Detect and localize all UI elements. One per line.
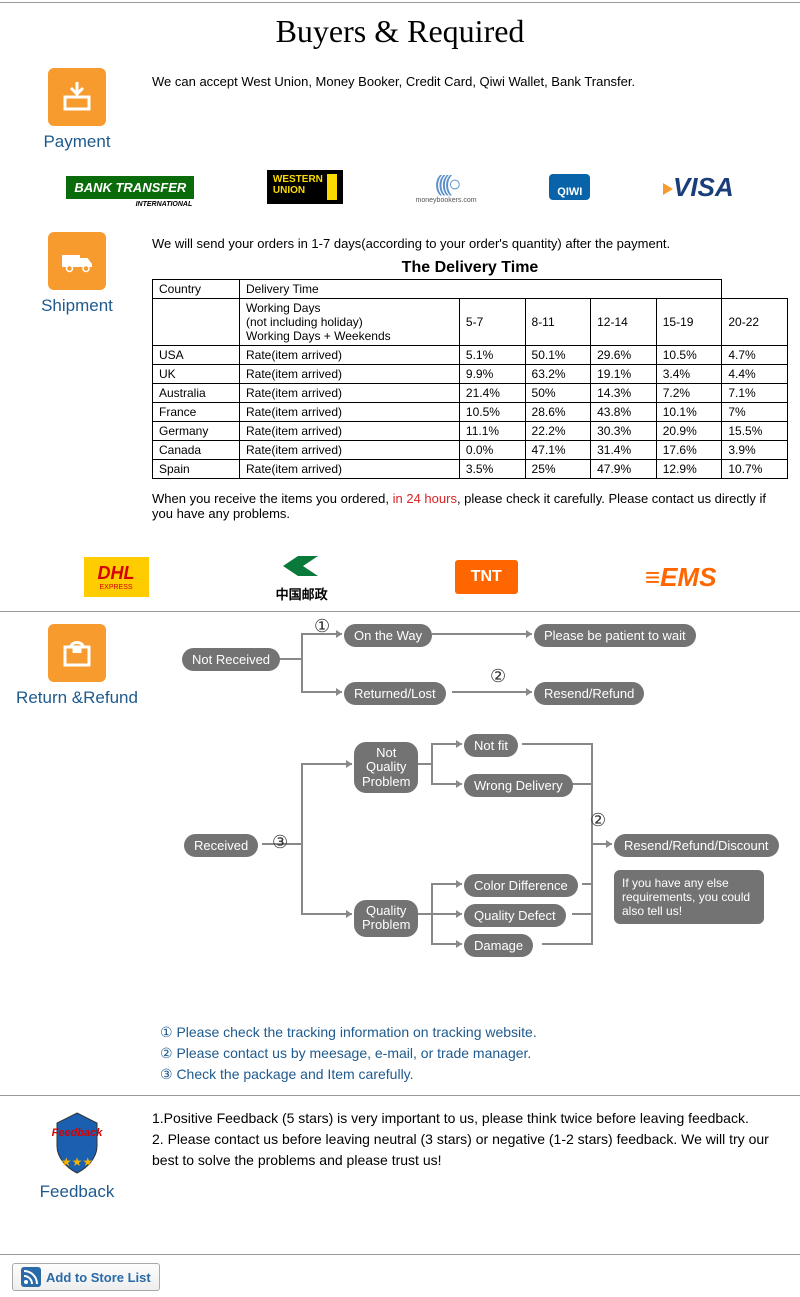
payment-section: Payment We can accept West Union, Money … — [0, 58, 800, 162]
feedback-text: 1.Positive Feedback (5 stars) is very im… — [142, 1108, 788, 1171]
node-on-the-way: On the Way — [344, 624, 432, 647]
node-damage: Damage — [464, 934, 533, 957]
node-not-fit: Not fit — [464, 734, 518, 757]
node-not-quality: NotQualityProblem — [354, 742, 418, 793]
node-requirements: If you have any else requirements, you c… — [614, 870, 764, 924]
circled-2b: ② — [590, 810, 606, 831]
circled-2a: ② — [490, 666, 506, 687]
moneybookers-logo: ((((○moneybookers.com — [416, 171, 477, 204]
shipment-label: Shipment — [12, 296, 142, 316]
return-notes: ① Please check the tracking information … — [0, 1014, 800, 1093]
page-title: Buyers & Required — [0, 5, 800, 58]
visa-logo: VISA — [663, 172, 734, 203]
node-not-received: Not Received — [182, 648, 280, 671]
return-flowchart: Not Received On the Way Please be patien… — [172, 624, 788, 1004]
payment-label: Payment — [12, 132, 142, 152]
circled-3: ③ — [272, 832, 288, 853]
payment-text: We can accept West Union, Money Booker, … — [152, 74, 788, 89]
node-quality: QualityProblem — [354, 900, 418, 937]
shipment-section: Shipment We will send your orders in 1-7… — [0, 222, 800, 543]
rss-icon — [21, 1267, 41, 1287]
return-icon — [48, 624, 106, 682]
node-received: Received — [184, 834, 258, 857]
node-resend-refund: Resend/Refund — [534, 682, 644, 705]
ems-logo: ≡EMS — [645, 562, 717, 593]
payment-logos: BANK TRANSFERINTERNATIONAL WESTERNUNION … — [0, 170, 800, 204]
feedback-label: Feedback — [12, 1182, 142, 1202]
node-returned-lost: Returned/Lost — [344, 682, 446, 705]
node-color-diff: Color Difference — [464, 874, 578, 897]
delivery-table-title: The Delivery Time — [152, 259, 788, 277]
feedback-section: Feedback ★★★ Feedback 1.Positive Feedback… — [0, 1098, 800, 1212]
shipment-icon — [48, 232, 106, 290]
dhl-logo: DHLEXPRESS — [84, 557, 149, 597]
payment-icon — [48, 68, 106, 126]
node-please-wait: Please be patient to wait — [534, 624, 696, 647]
svg-text:★★★: ★★★ — [61, 1155, 93, 1169]
feedback-icon: Feedback ★★★ — [42, 1108, 112, 1178]
qiwi-logo: QIWI — [549, 174, 590, 200]
add-to-store-button[interactable]: Add to Store List — [12, 1263, 160, 1291]
node-wrong-delivery: Wrong Delivery — [464, 774, 573, 797]
circled-1: ① — [314, 616, 330, 637]
shipment-note: When you receive the items you ordered, … — [152, 491, 788, 521]
chinapost-logo: 中国邮政 — [276, 551, 328, 603]
delivery-table: CountryDelivery Time Working Days(not in… — [152, 279, 788, 479]
node-quality-defect: Quality Defect — [464, 904, 566, 927]
westernunion-logo: WESTERNUNION — [267, 170, 343, 204]
add-to-store-label: Add to Store List — [46, 1270, 151, 1285]
svg-text:Feedback: Feedback — [52, 1127, 104, 1139]
return-label: Return &Refund — [12, 688, 142, 708]
node-resend-discount: Resend/Refund/Discount — [614, 834, 779, 857]
shipment-intro: We will send your orders in 1-7 days(acc… — [152, 236, 788, 251]
carrier-logos: DHLEXPRESS 中国邮政 TNT ≡EMS — [0, 551, 800, 603]
tnt-logo: TNT — [455, 560, 518, 594]
banktransfer-logo: BANK TRANSFERINTERNATIONAL — [66, 176, 194, 199]
return-section: Return &Refund N — [0, 614, 800, 1014]
